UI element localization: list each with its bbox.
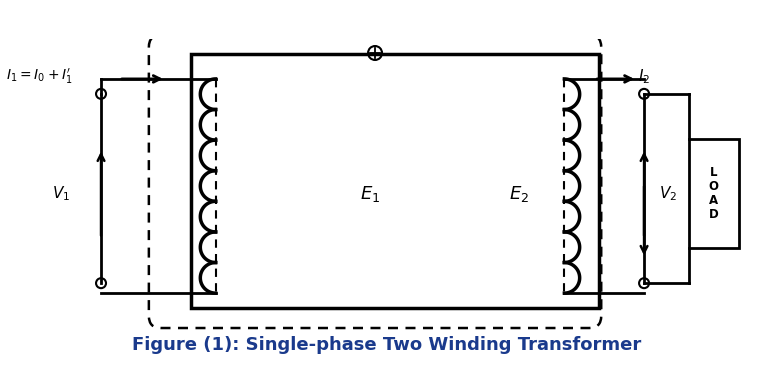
Polygon shape <box>689 139 738 248</box>
Text: $I_1 = I_0 + I_1'$: $I_1 = I_0 + I_1'$ <box>6 67 73 86</box>
Text: $E_2$: $E_2$ <box>509 183 529 204</box>
Text: $V_1$: $V_1$ <box>52 184 70 203</box>
Text: $V_2$: $V_2$ <box>659 184 677 203</box>
Text: $E_1$: $E_1$ <box>360 183 380 204</box>
Text: Figure (1): Single-phase Two Winding Transformer: Figure (1): Single-phase Two Winding Tra… <box>132 336 642 354</box>
Text: $I_2$: $I_2$ <box>638 67 650 86</box>
Text: L
O
A
D: L O A D <box>709 166 719 221</box>
